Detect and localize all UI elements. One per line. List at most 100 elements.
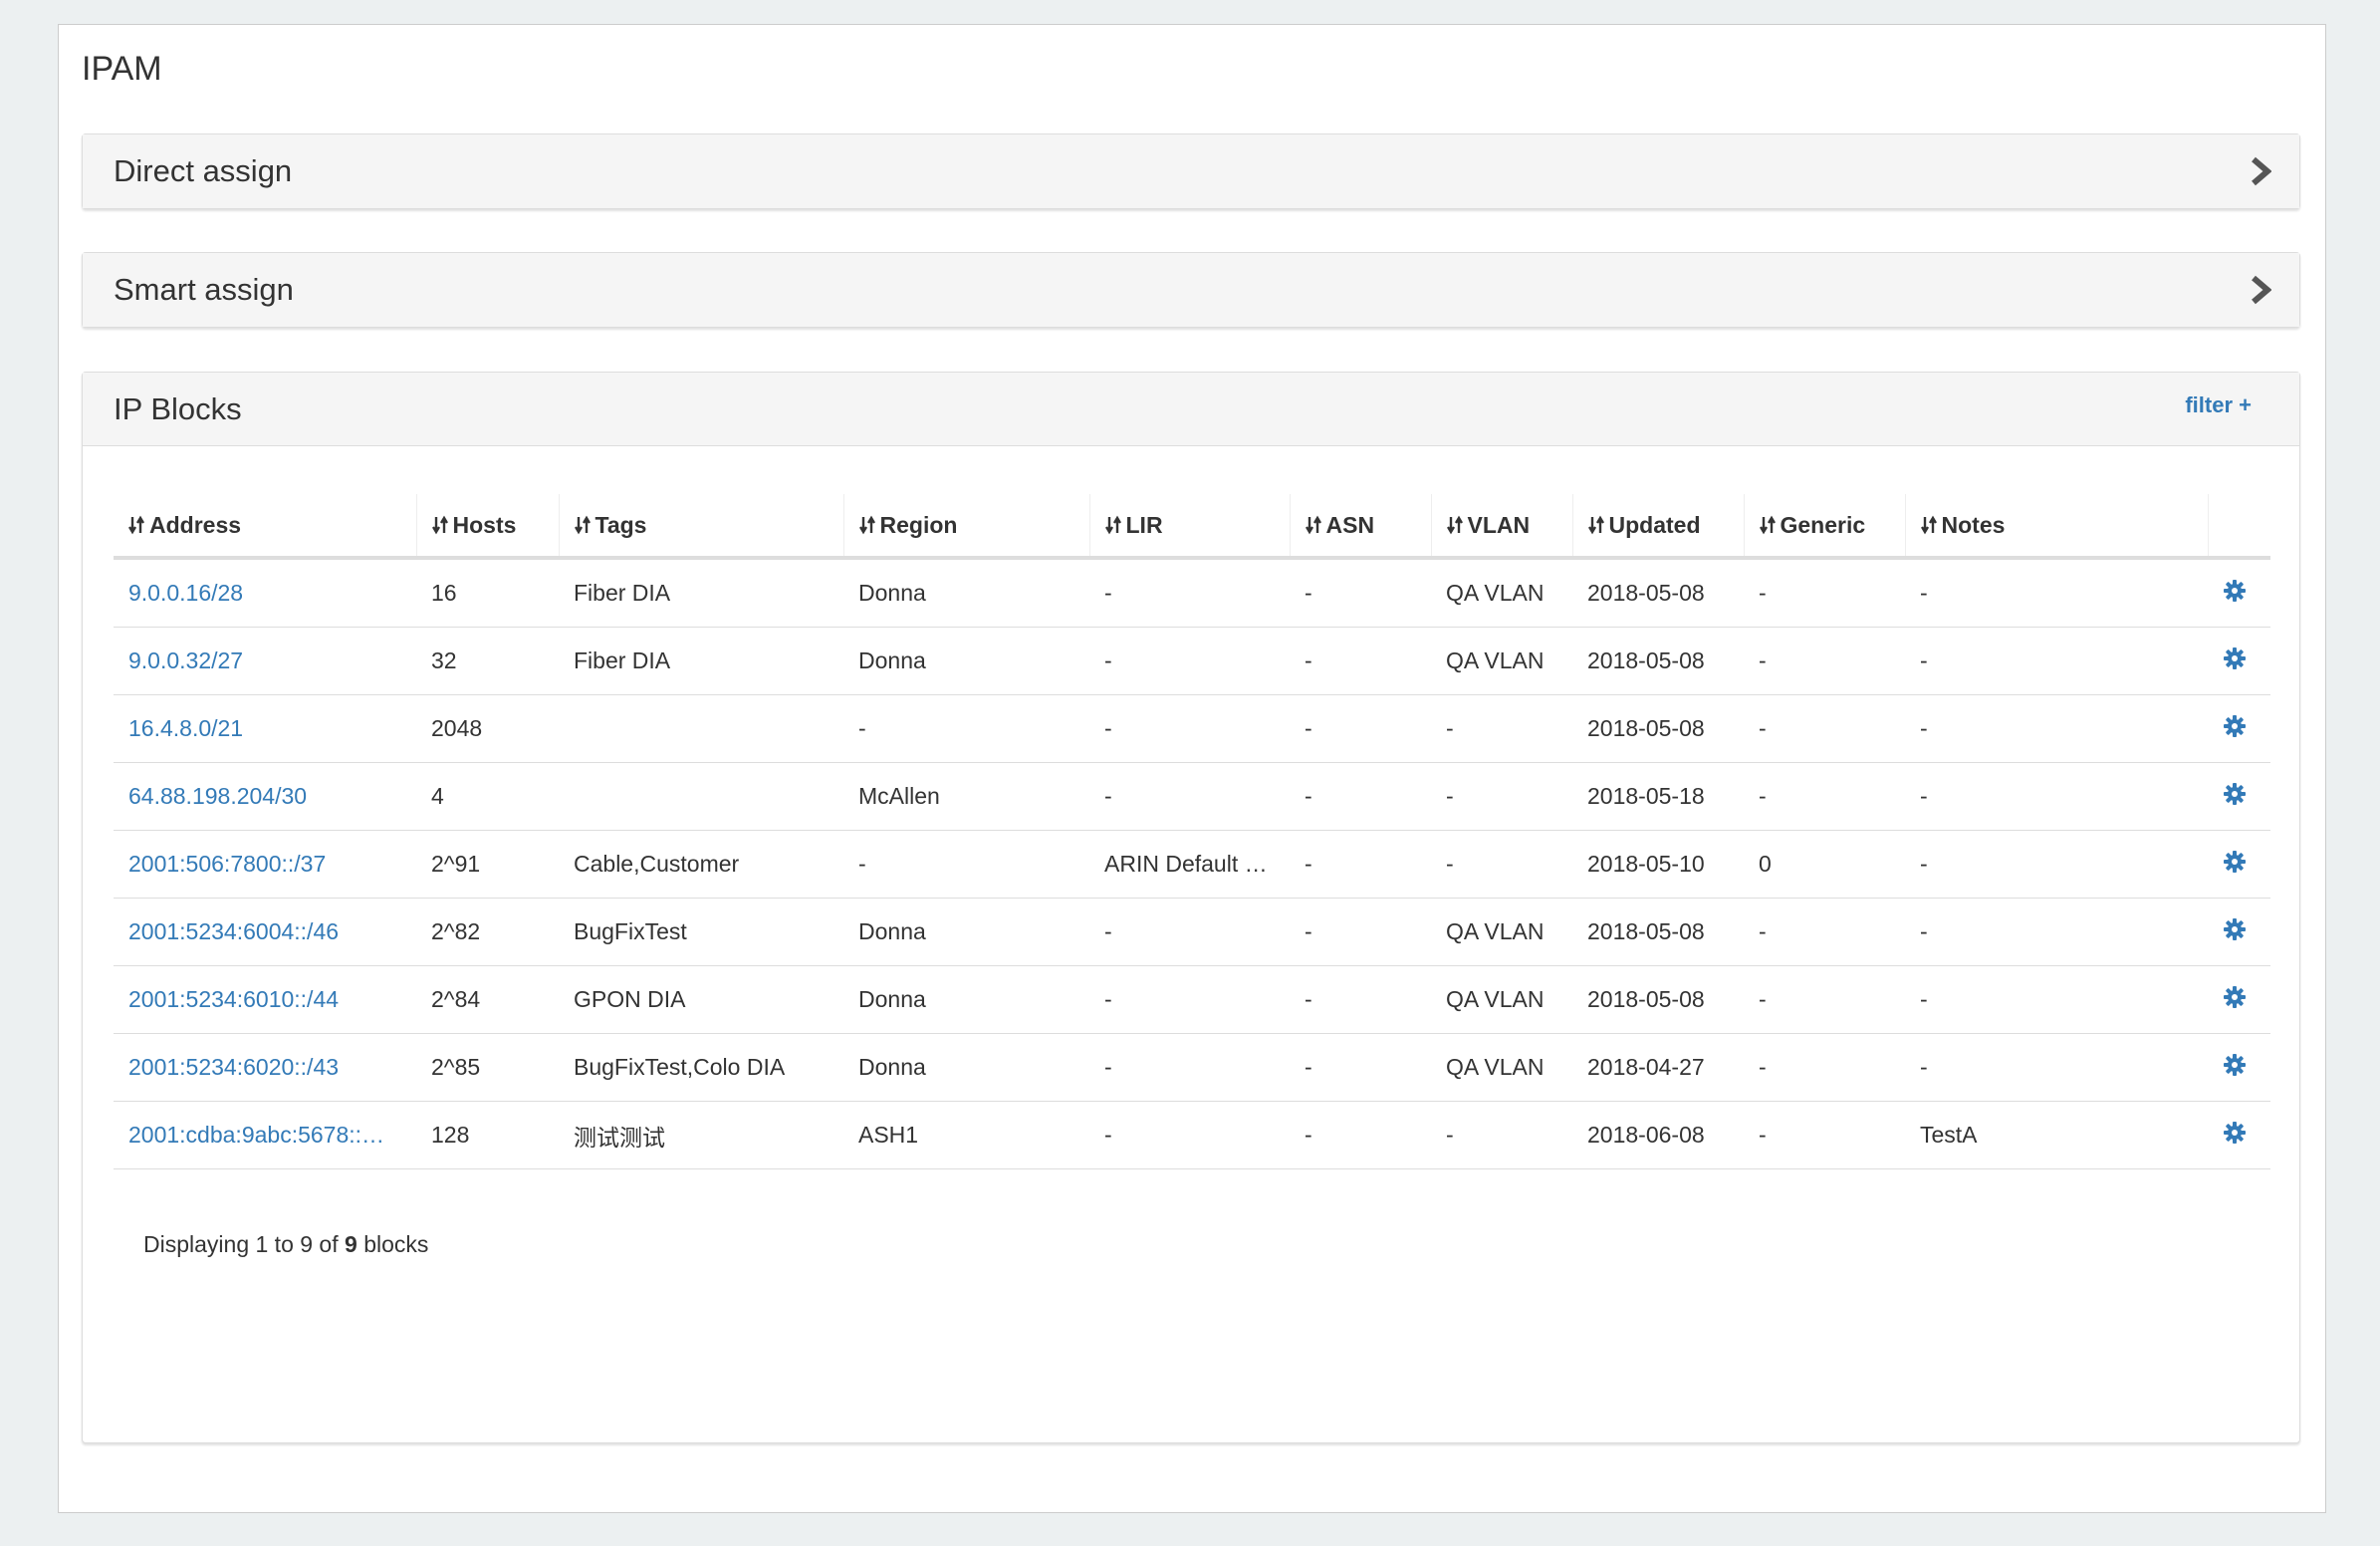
- cell: 16: [416, 558, 559, 628]
- address-link[interactable]: 2001:cdba:9abc:5678::…: [128, 1122, 385, 1148]
- cell: [559, 694, 843, 763]
- cell-text: 2018-05-08: [1587, 715, 1705, 741]
- address-link[interactable]: 2001:5234:6020::/43: [128, 1054, 340, 1080]
- blocks-table: Address Hosts Tags Region LIR ASN VLAN Updated G…: [114, 494, 2270, 1169]
- cell: 9.0.0.16/28: [114, 558, 416, 628]
- actions-cell: [2208, 694, 2270, 763]
- sort-icon[interactable]: [127, 515, 145, 535]
- column-label[interactable]: ASN: [1325, 511, 1375, 538]
- sort-icon[interactable]: [1446, 515, 1463, 535]
- column-header[interactable]: Hosts: [415, 494, 559, 560]
- gear-icon[interactable]: [2223, 985, 2247, 1009]
- address-link[interactable]: 9.0.0.32/27: [128, 647, 244, 673]
- panel-title[interactable]: Direct assign: [83, 134, 2299, 208]
- cell-text: 2^85: [431, 1054, 481, 1080]
- gear-icon[interactable]: [2223, 646, 2247, 670]
- cell: -: [1744, 1033, 1905, 1102]
- sort-icon[interactable]: [1759, 515, 1776, 535]
- cell-text: 128: [431, 1122, 470, 1148]
- cell: -: [1290, 558, 1431, 628]
- cell-text: 2018-05-08: [1587, 918, 1705, 944]
- sort-icon[interactable]: [858, 515, 875, 535]
- total: 9: [345, 1231, 357, 1257]
- gear-icon[interactable]: [2223, 579, 2247, 603]
- chevron-icon[interactable]: [2250, 156, 2271, 186]
- column-header[interactable]: Updated: [1571, 494, 1744, 560]
- gear-icon[interactable]: [2223, 917, 2247, 941]
- cell: QA VLAN: [1431, 558, 1572, 628]
- column-header[interactable]: Notes: [1904, 494, 2208, 560]
- cell-text: -: [1920, 918, 1928, 944]
- cell: QA VLAN: [1431, 1033, 1572, 1102]
- gear-icon[interactable]: [2223, 850, 2247, 874]
- column-label[interactable]: Updated: [1608, 511, 1701, 538]
- sort-icon[interactable]: [574, 515, 591, 535]
- sort-icon[interactable]: [1104, 515, 1121, 535]
- cell-text: 2048: [431, 715, 483, 741]
- cell-text: 2^84: [431, 986, 481, 1012]
- column-label[interactable]: Region: [879, 511, 958, 538]
- panel[interactable]: Smart assign: [82, 252, 2300, 328]
- column-label[interactable]: Tags: [595, 511, 647, 538]
- chevron-icon[interactable]: [2250, 275, 2271, 305]
- cell-text: Donna: [858, 580, 926, 606]
- cell-text: -: [1104, 1054, 1112, 1080]
- cell: 2018-05-18: [1572, 762, 1744, 831]
- cell: 2018-05-10: [1572, 830, 1744, 899]
- cell-text: 2018-05-18: [1587, 783, 1705, 809]
- cell: -: [1905, 965, 2208, 1034]
- actions-cell: [2208, 762, 2270, 831]
- cell: -: [1905, 830, 2208, 899]
- cell-text: -: [1104, 986, 1112, 1012]
- sort-icon[interactable]: [1587, 515, 1604, 535]
- cell: -: [843, 694, 1089, 763]
- cell: 2^84: [416, 965, 559, 1034]
- column-label[interactable]: Notes: [1941, 511, 2006, 538]
- cell: 32: [416, 627, 559, 695]
- cell-text: -: [1305, 715, 1312, 741]
- address-link[interactable]: 2001:5234:6010::/44: [128, 986, 340, 1012]
- cell: BugFixTest,Colo DIA: [559, 1033, 843, 1102]
- sort-icon[interactable]: [1920, 515, 1937, 535]
- panel-title[interactable]: Smart assign: [83, 253, 2299, 327]
- cell-text: -: [1920, 851, 1928, 877]
- gear-icon[interactable]: [2223, 714, 2247, 738]
- column-header[interactable]: ASN: [1289, 494, 1431, 560]
- panel[interactable]: Direct assign: [82, 133, 2300, 209]
- address-link[interactable]: 64.88.198.204/30: [128, 783, 308, 809]
- column-header[interactable]: VLAN: [1430, 494, 1572, 560]
- cell-text: -: [1759, 783, 1767, 809]
- column-header[interactable]: Address: [114, 494, 416, 560]
- address-link[interactable]: 16.4.8.0/21: [128, 715, 244, 741]
- cell: 2048: [416, 694, 559, 763]
- panel-title: IP Blocks: [83, 373, 2299, 446]
- cell-text: -: [1305, 851, 1312, 877]
- column-label[interactable]: Hosts: [452, 511, 517, 538]
- column-header[interactable]: Generic: [1743, 494, 1905, 560]
- cell: Fiber DIA: [559, 627, 843, 695]
- cell: -: [1905, 627, 2208, 695]
- address-link[interactable]: 2001:5234:6004::/46: [128, 918, 340, 944]
- gear-icon[interactable]: [2223, 782, 2247, 806]
- filter-link[interactable]: filter +: [2185, 392, 2252, 417]
- address-link[interactable]: 2001:506:7800::/37: [128, 851, 327, 877]
- column-label[interactable]: Address: [149, 511, 242, 538]
- cell-text: -: [1446, 783, 1454, 809]
- cell: -: [1089, 1033, 1290, 1102]
- column-header[interactable]: LIR: [1088, 494, 1290, 560]
- column-header[interactable]: Tags: [558, 494, 843, 560]
- cell-text: -: [1305, 647, 1312, 673]
- address-link[interactable]: 9.0.0.16/28: [128, 580, 244, 606]
- column-label[interactable]: Generic: [1780, 511, 1866, 538]
- cell: -: [1089, 762, 1290, 831]
- cell-text: 2018-05-08: [1587, 647, 1705, 673]
- text: Displaying 1 to 9 of: [143, 1231, 339, 1257]
- gear-icon[interactable]: [2223, 1121, 2247, 1145]
- column-header[interactable]: Region: [842, 494, 1089, 560]
- gear-icon[interactable]: [2223, 1053, 2247, 1077]
- sort-icon[interactable]: [1305, 515, 1321, 535]
- cell: 9.0.0.32/27: [114, 627, 416, 695]
- sort-icon[interactable]: [431, 515, 448, 535]
- column-label[interactable]: VLAN: [1467, 511, 1531, 538]
- column-label[interactable]: LIR: [1125, 511, 1163, 538]
